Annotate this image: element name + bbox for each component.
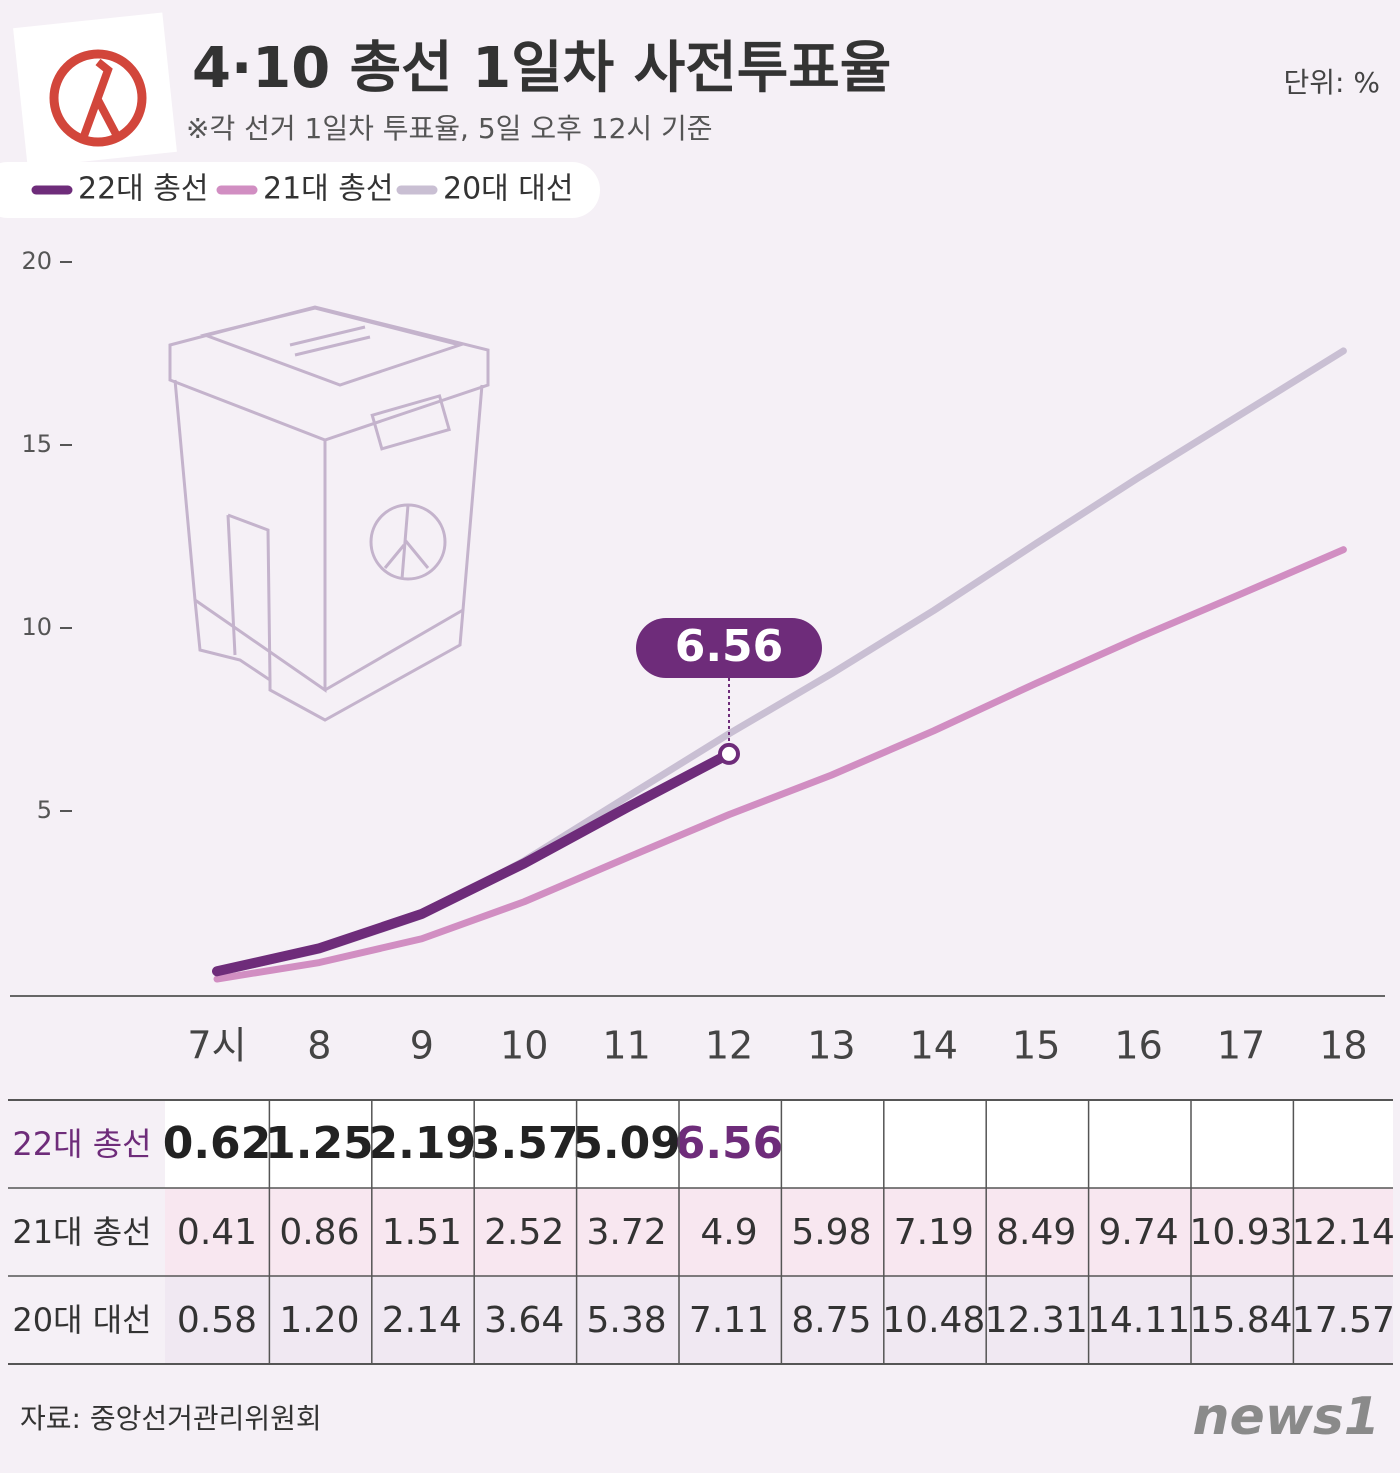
table-value: 5.38	[587, 1300, 667, 1341]
table-value: 3.64	[484, 1300, 564, 1341]
table-value: 10.93	[1189, 1212, 1292, 1253]
legend-label: 21대 총선	[263, 172, 394, 207]
table-value: 0.86	[279, 1212, 359, 1253]
brand-logo: news1	[1193, 1387, 1380, 1447]
table-value: 12.14	[1292, 1212, 1395, 1253]
table-value: 9.74	[1099, 1212, 1179, 1253]
x-tick-label: 17	[1217, 1024, 1265, 1068]
x-tick-label: 9	[410, 1024, 434, 1068]
table-value: 1.20	[279, 1300, 359, 1341]
row-bg	[165, 1188, 1393, 1276]
legend-label: 20대 대선	[443, 172, 574, 207]
x-tick-label: 16	[1114, 1024, 1162, 1068]
table-value: 10.48	[882, 1300, 985, 1341]
x-tick-label: 15	[1012, 1024, 1060, 1068]
x-tick-label: 12	[705, 1024, 753, 1068]
table-value: 0.41	[177, 1212, 257, 1253]
row-label: 22대 총선	[12, 1125, 151, 1163]
y-tick-label: 20	[21, 247, 52, 275]
x-tick-label: 8	[307, 1024, 331, 1068]
x-tick-label: 13	[807, 1024, 855, 1068]
subtitle: ※각 선거 1일차 투표율, 5일 오후 12시 기준	[186, 112, 713, 145]
table-value: 8.75	[791, 1300, 871, 1341]
table-value: 17.57	[1292, 1300, 1395, 1341]
table-value: 2.52	[484, 1212, 564, 1253]
source: 자료: 중앙선거관리위원회	[20, 1402, 322, 1435]
x-tick-label: 10	[500, 1024, 548, 1068]
title: 4·10 총선 1일차 사전투표율	[192, 36, 891, 101]
table-value: 12.31	[985, 1300, 1088, 1341]
table-value: 1.25	[265, 1118, 374, 1169]
table-value: 8.49	[996, 1212, 1076, 1253]
y-tick-label: 5	[37, 796, 52, 824]
table-value: 2.14	[382, 1300, 462, 1341]
callout-label: 6.56	[675, 621, 784, 672]
legend-box	[0, 162, 600, 218]
vote-logo	[13, 12, 177, 168]
table-value: 7.11	[689, 1300, 769, 1341]
table-value: 5.09	[572, 1118, 681, 1169]
end-point	[718, 742, 740, 765]
series-line	[213, 546, 1347, 983]
unit: 단위: %	[1284, 66, 1380, 99]
row-bg	[165, 1100, 1393, 1188]
y-tick-label: 10	[21, 613, 52, 641]
table-value: 5.98	[791, 1212, 871, 1253]
x-tick-label: 11	[602, 1024, 650, 1068]
ballot-box	[168, 305, 490, 722]
row-label: 21대 총선	[12, 1213, 151, 1251]
table-value: 6.56	[675, 1118, 784, 1169]
x-tick-label: 18	[1319, 1024, 1367, 1068]
y-tick-label: 15	[21, 430, 52, 458]
x-tick-label: 7시	[187, 1024, 246, 1068]
table-value: 3.72	[587, 1212, 667, 1253]
callout-box	[636, 618, 822, 678]
x-tick-label: 14	[910, 1024, 958, 1068]
table-value: 2.19	[368, 1118, 477, 1169]
table-value: 4.9	[700, 1212, 757, 1253]
series-line	[212, 748, 734, 977]
table-value: 0.62	[163, 1118, 272, 1169]
legend-label: 22대 총선	[78, 172, 209, 207]
row-bg	[165, 1276, 1393, 1364]
table-value: 7.19	[894, 1212, 974, 1253]
row-label: 20대 대선	[12, 1301, 151, 1339]
table-value: 3.57	[470, 1118, 579, 1169]
table-value: 15.84	[1189, 1300, 1292, 1341]
table-value: 14.11	[1087, 1300, 1190, 1341]
table-value: 1.51	[382, 1212, 462, 1253]
table-value: 0.58	[177, 1300, 257, 1341]
